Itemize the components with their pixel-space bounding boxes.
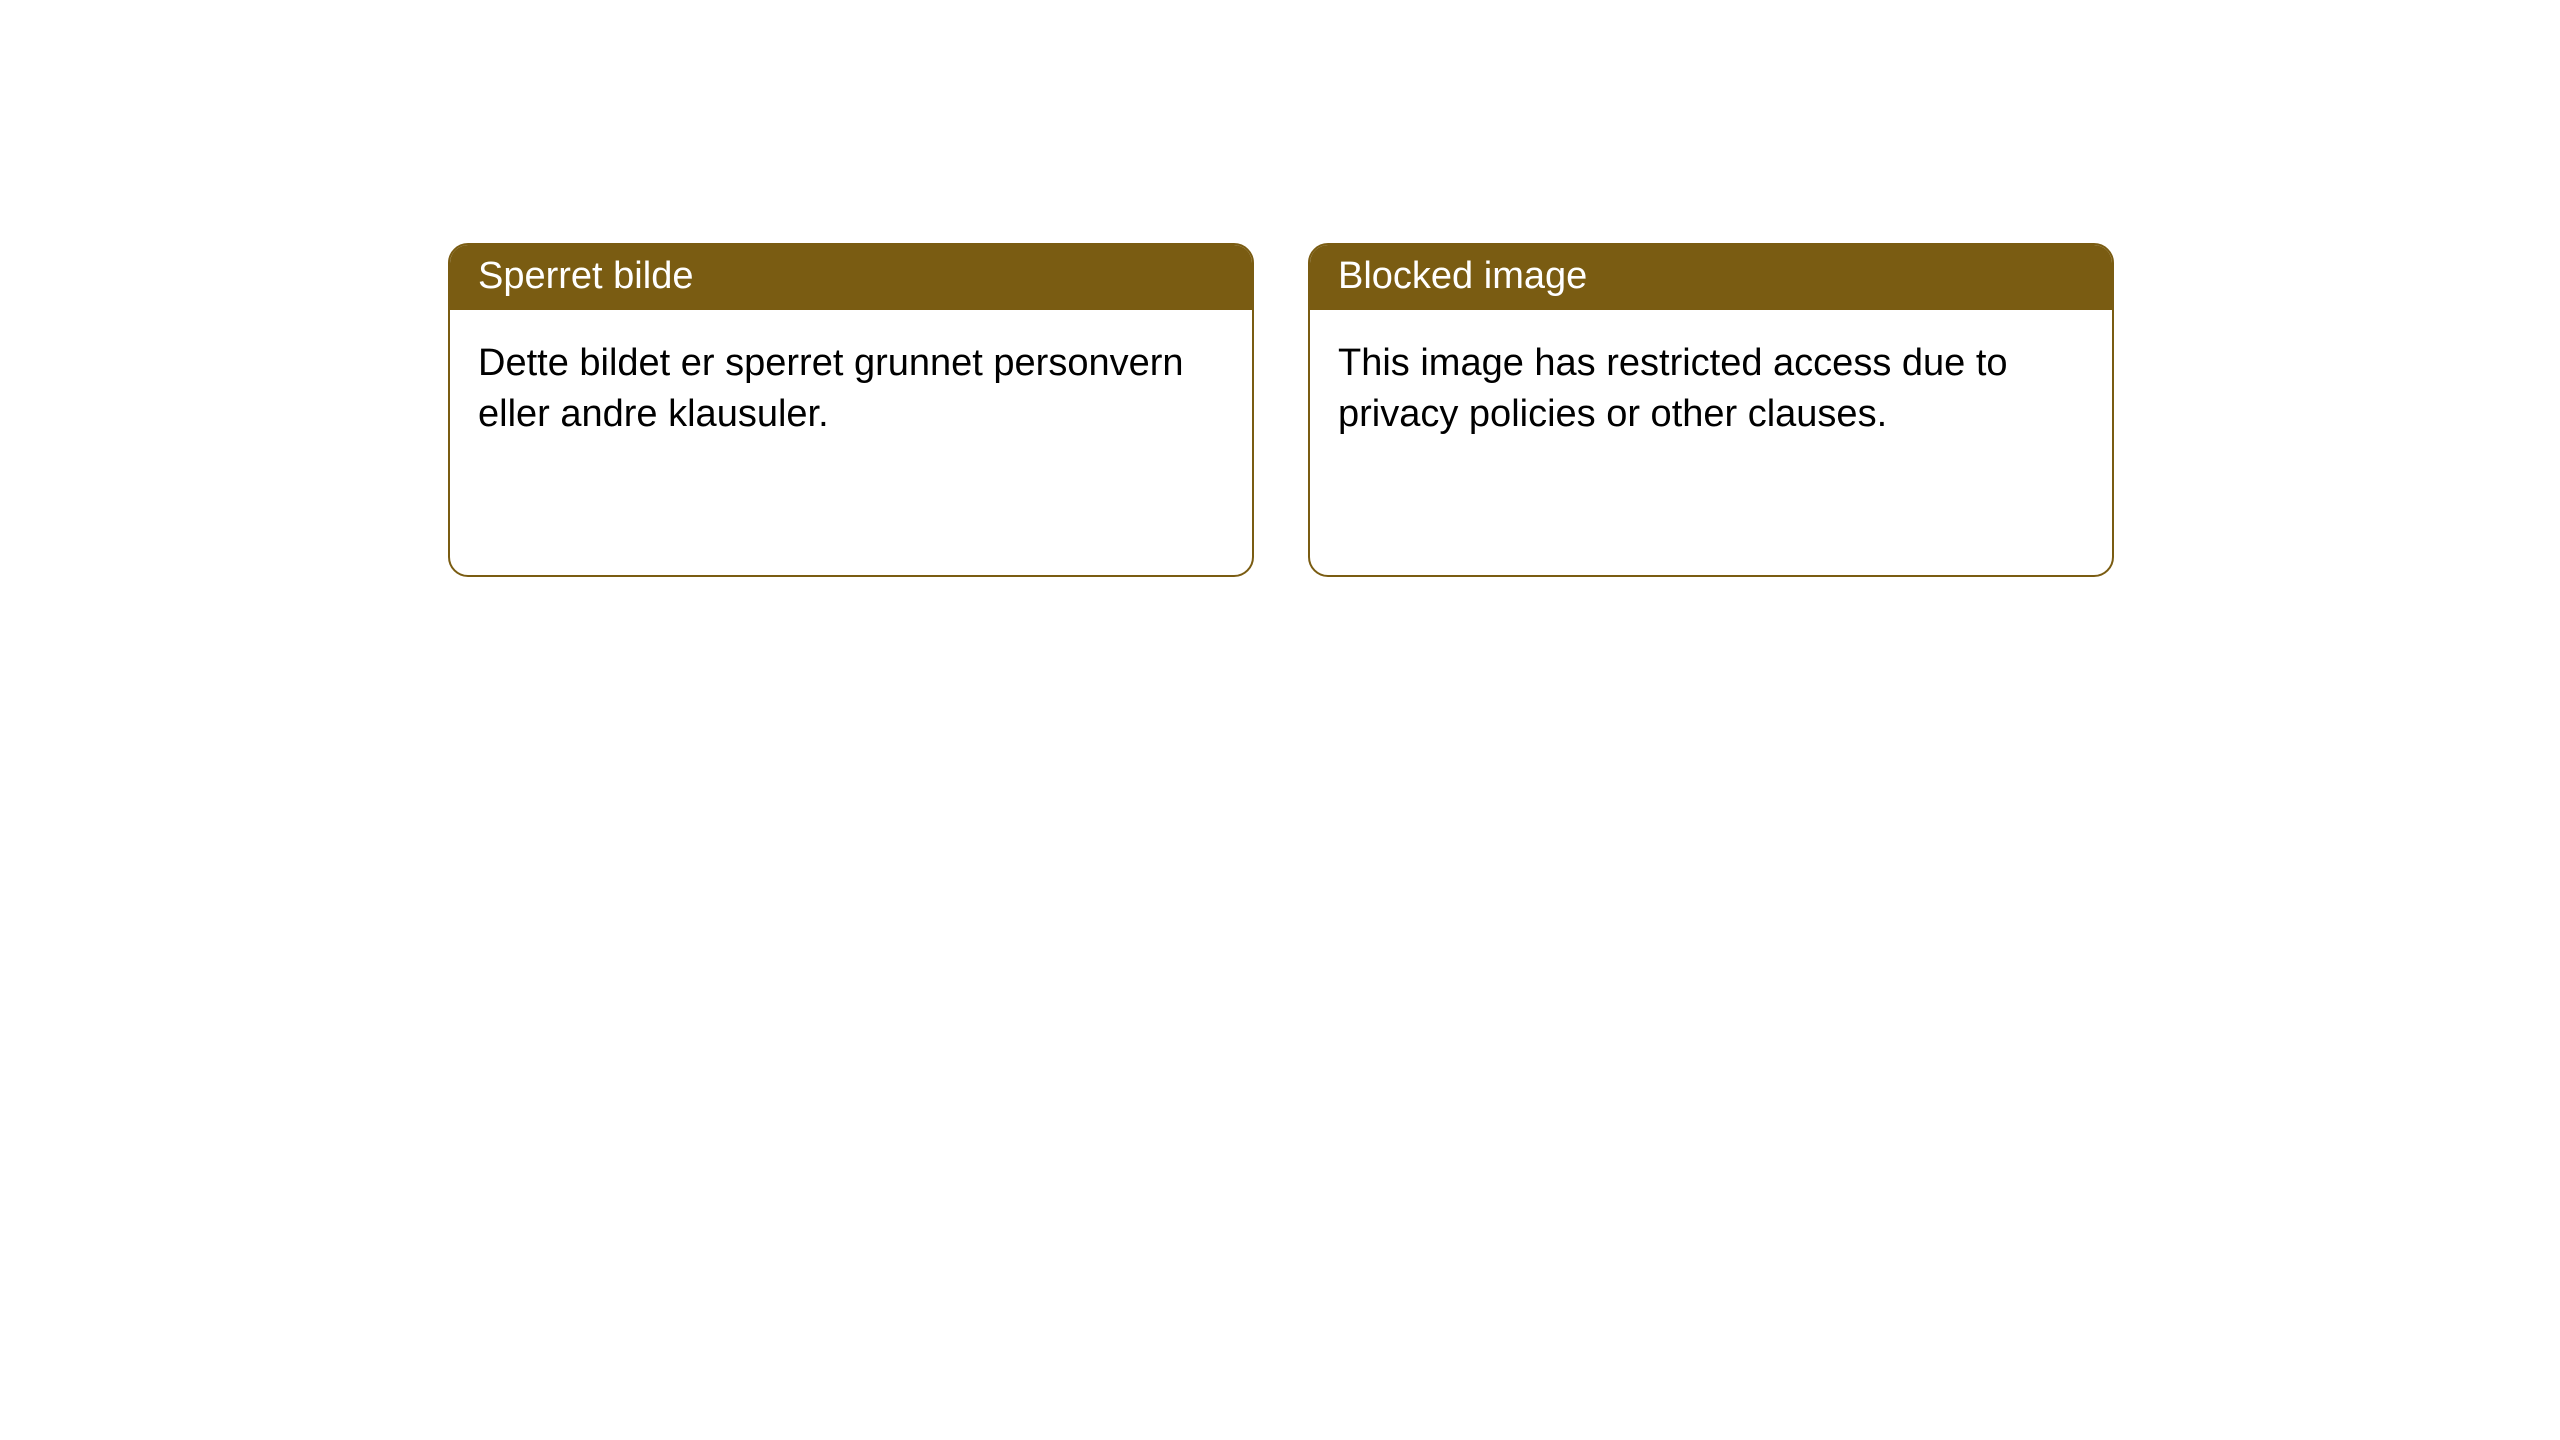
notice-body-norwegian: Dette bildet er sperret grunnet personve… (450, 310, 1252, 469)
notice-header-norwegian: Sperret bilde (450, 245, 1252, 310)
notice-card-norwegian: Sperret bilde Dette bildet er sperret gr… (448, 243, 1254, 577)
notice-container: Sperret bilde Dette bildet er sperret gr… (448, 243, 2114, 577)
notice-header-english: Blocked image (1310, 245, 2112, 310)
notice-card-english: Blocked image This image has restricted … (1308, 243, 2114, 577)
notice-body-english: This image has restricted access due to … (1310, 310, 2112, 469)
